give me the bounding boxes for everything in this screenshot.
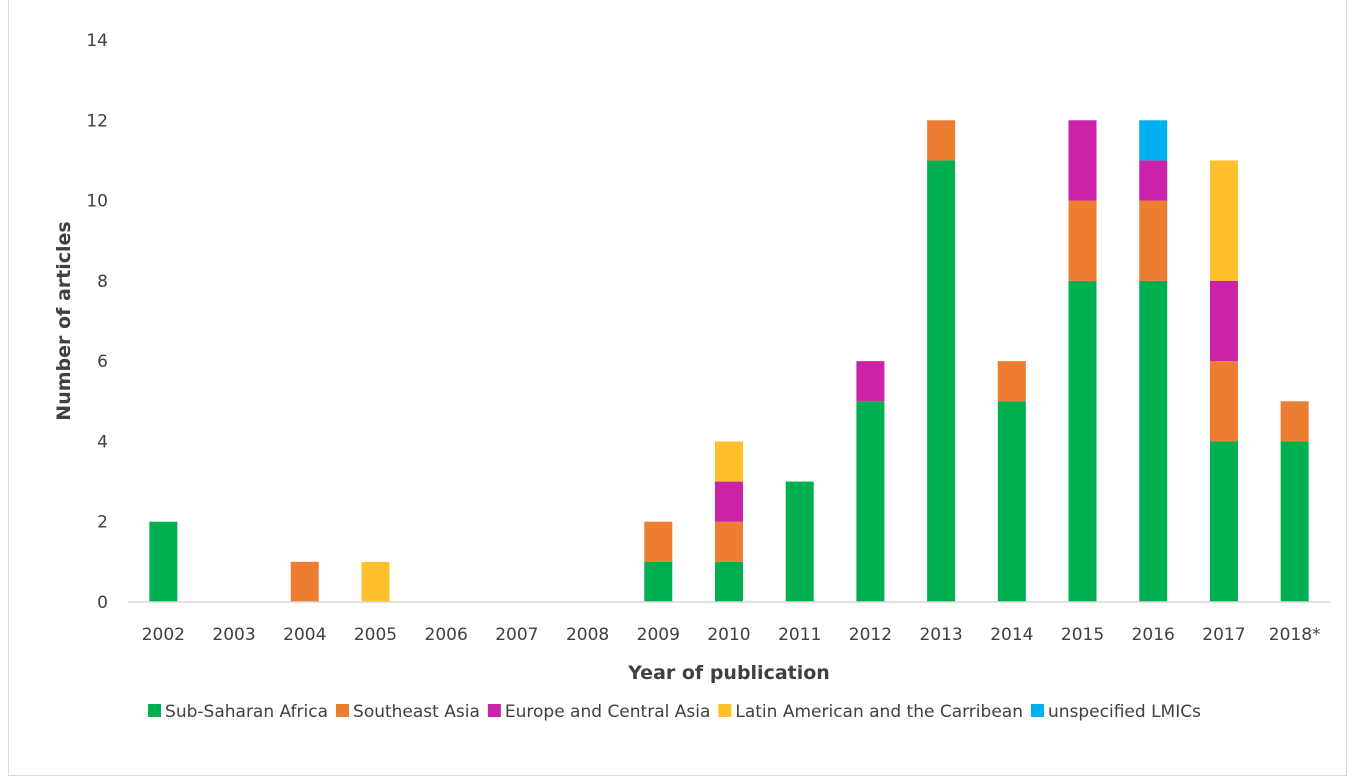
x-tick-label: 2014: [990, 625, 1033, 645]
x-tick-label: 2009: [637, 625, 680, 645]
bar-segment-2014-0: [997, 401, 1026, 602]
x-tick-label: 2003: [212, 625, 255, 645]
bar-segment-2016-1: [1139, 200, 1168, 281]
bar-segment-2012-2: [856, 361, 885, 402]
x-tick-label: 2010: [707, 625, 750, 645]
x-axis-ticks: 2002 2003 2004 2005 2006 2007 2008 2009 2010 2011…: [142, 625, 1321, 645]
bar-segment-2012-0: [856, 401, 885, 602]
y-tick-label: 10: [86, 192, 108, 212]
y-tick-label: 14: [86, 31, 108, 51]
legend-swatch: [336, 704, 350, 717]
bar-segment-2004-1: [290, 561, 319, 602]
bar-segment-2017-0: [1209, 441, 1238, 602]
chart-frame: [8, 0, 1347, 776]
legend-label: Sub-Saharan Africa: [165, 702, 328, 722]
x-tick-label: 2013: [919, 625, 962, 645]
y-tick-label: 8: [97, 272, 108, 292]
legend-label: unspecified LMICs: [1048, 702, 1201, 722]
bar-segment-2016-4: [1139, 120, 1168, 161]
x-tick-label: 2007: [495, 625, 538, 645]
bar-segment-2016-0: [1139, 280, 1168, 602]
x-tick-label: 2004: [283, 625, 326, 645]
bar-segment-2010-3: [715, 441, 743, 482]
x-tick-label: 2017: [1202, 625, 1245, 645]
bars: [149, 120, 1309, 602]
bar-segment-2013-0: [927, 160, 956, 602]
bar-segment-2014-1: [997, 361, 1026, 402]
x-tick-label: 2018*: [1269, 625, 1321, 645]
bar-segment-2015-1: [1068, 200, 1097, 281]
legend-swatch: [718, 704, 732, 717]
bar-segment-2010-1: [715, 521, 743, 562]
bar-segment-2017-3: [1209, 160, 1238, 281]
legend-label: Latin American and the Carribean: [735, 702, 1023, 722]
y-axis-ticks: 0 2 4 6 8 10 12 14: [86, 31, 108, 613]
bar-segment-2009-0: [644, 561, 673, 602]
bar-segment-2016-2: [1139, 160, 1168, 201]
bar-segment-2017-1: [1209, 361, 1238, 442]
bar-segment-2002-0: [149, 521, 178, 602]
x-tick-label: 2005: [354, 625, 397, 645]
bar-segment-2013-1: [927, 120, 956, 161]
legend-label: Southeast Asia: [353, 702, 480, 722]
bar-segment-2015-0: [1068, 280, 1097, 602]
x-tick-label: 2011: [778, 625, 821, 645]
bar-segment-2015-2: [1068, 120, 1097, 201]
bar-segment-2018-1: [1280, 401, 1309, 442]
bar-segment-2011-0: [785, 481, 814, 602]
bar-segment-2010-0: [715, 561, 743, 602]
x-tick-label: 2012: [849, 625, 892, 645]
y-axis-title: Number of articles: [53, 221, 75, 420]
legend: Sub-Saharan Africa Southeast Asia Europe a…: [148, 702, 1201, 722]
x-tick-label: 2015: [1061, 625, 1104, 645]
y-tick-label: 12: [86, 111, 108, 131]
bar-segment-2017-2: [1209, 280, 1238, 362]
y-tick-label: 0: [97, 593, 108, 613]
x-tick-label: 2008: [566, 625, 609, 645]
x-tick-label: 2006: [425, 625, 468, 645]
legend-label: Europe and Central Asia: [505, 702, 711, 722]
bar-segment-2009-1: [644, 521, 673, 562]
bar-segment-2005-3: [361, 561, 390, 602]
legend-swatch: [1030, 704, 1044, 717]
bar-segment-2010-2: [715, 481, 743, 522]
y-tick-label: 2: [97, 513, 108, 533]
bar-segment-2018-0: [1280, 441, 1309, 602]
x-tick-label: 2016: [1132, 625, 1175, 645]
x-tick-label: 2002: [142, 625, 185, 645]
y-tick-label: 6: [97, 352, 108, 372]
legend-swatch: [148, 704, 162, 717]
y-tick-label: 4: [97, 432, 108, 452]
legend-swatch: [487, 704, 501, 717]
x-axis-title: Year of publication: [627, 662, 830, 684]
